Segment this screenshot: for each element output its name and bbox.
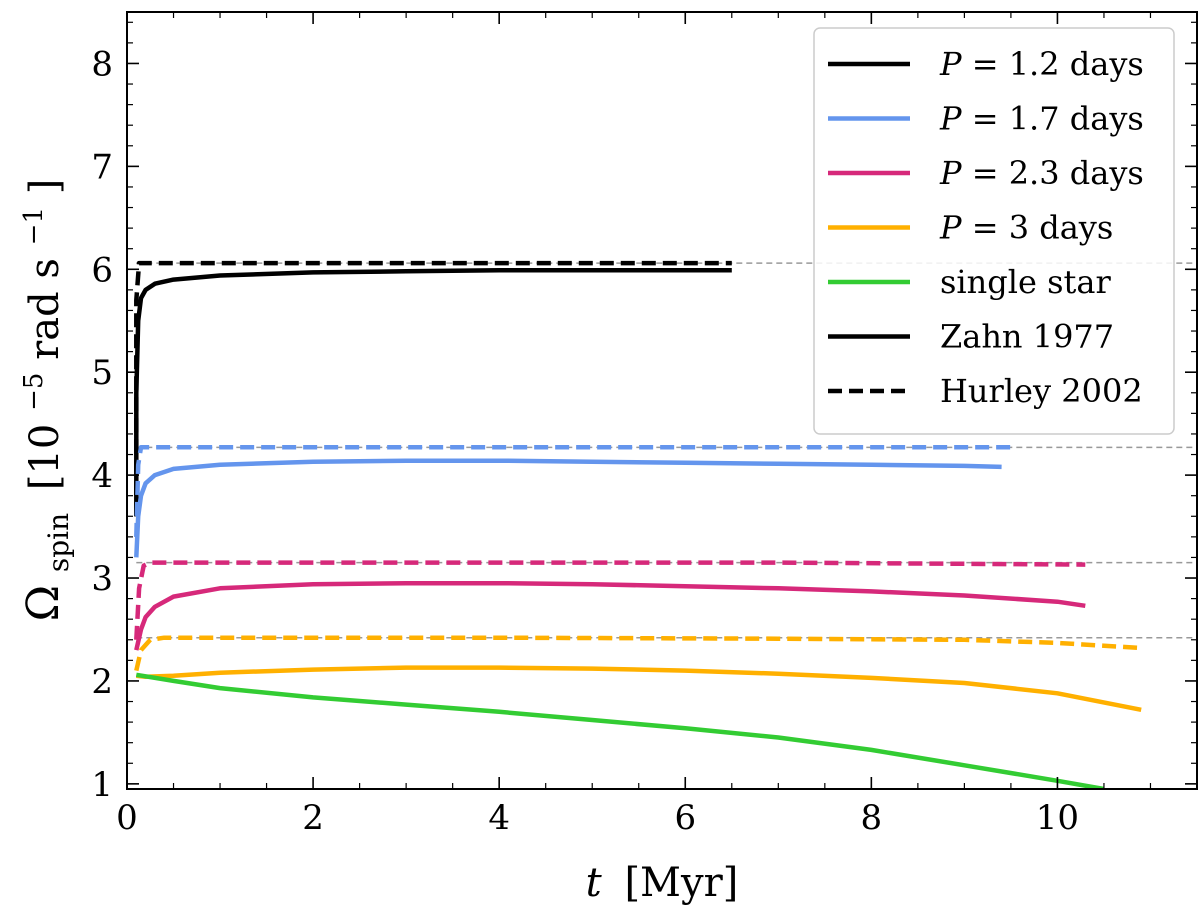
legend-entry: P = 1.2 days [828,45,1144,83]
legend-entry: P = 3 days [828,209,1113,247]
x-tick-label: 2 [302,798,324,838]
legend-label: P = 3 days [939,209,1113,247]
y-tick-label: 3 [91,559,113,599]
x-tick-label: 10 [1036,798,1079,838]
y-axis-label-subscript: spin [42,513,75,572]
y-axis-label-exponent-2: −1 [19,207,49,245]
series-line-p23-solid [134,580,1086,651]
x-tick-label: 8 [861,798,883,838]
y-tick-label: 8 [91,44,113,84]
y-tick-label: 7 [91,147,113,187]
legend: P = 1.2 days P = 1.7 days P = 2.3 days P = … [813,27,1175,435]
series-line-single-solid [135,672,1105,789]
series-line-p3-dashed [134,635,1142,672]
legend-entry: P = 2.3 days [828,154,1144,192]
y-tick-label: 1 [91,765,113,805]
series-lines [134,260,1142,789]
series-line-p17-solid [134,458,1002,558]
legend-label: P = 1.7 days [939,100,1144,138]
axis-ticks [126,12,1198,789]
legend-entry: P = 1.7 days [828,100,1144,138]
y-axis-label-close: ] [22,179,68,195]
y-axis-label-bracket: [10 [22,424,68,491]
y-axis-label: Ω spin [10 −5 rad s −1 ] [6,179,78,622]
x-tick-label: 4 [488,798,510,838]
y-tick-label: 2 [91,662,113,702]
x-axis-label-symbol: t [586,860,603,906]
x-tick-label: 0 [116,798,138,838]
x-axis-label: t [Myr] [586,860,739,906]
plot-frame [126,11,1198,790]
y-axis-label-unit: rad s [22,258,68,360]
x-tick-label: 6 [674,798,696,838]
legend-label: P = 1.2 days [939,45,1144,83]
y-axis-label-symbol: Ω [18,585,69,621]
series-line-p23-dashed [134,560,1086,640]
legend-entry: Zahn 1977 [828,318,1114,356]
legend-box [813,27,1175,435]
legend-label: single star [940,263,1111,301]
series-line-p12-solid [134,268,732,517]
series-line-p3-solid [136,665,1142,713]
legend-label: Hurley 2002 [940,372,1143,410]
x-axis-label-unit: [Myr] [624,860,738,906]
y-tick-label: 5 [91,353,113,393]
y-tick-label: 6 [91,250,113,290]
series-line-p12-dashed [134,260,732,517]
legend-label: Zahn 1977 [940,318,1114,356]
series-line-p17-dashed [134,445,1011,537]
legend-label: P = 2.3 days [939,154,1144,192]
y-tick-label: 4 [91,456,113,496]
legend-entry: Hurley 2002 [828,372,1143,410]
y-axis-label-exponent-1: −5 [19,373,49,411]
legend-entry: single star [828,263,1111,301]
